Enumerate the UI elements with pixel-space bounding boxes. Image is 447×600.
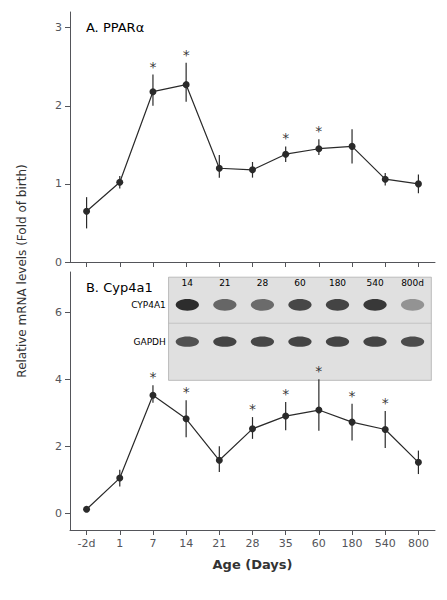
svg-text:800: 800 bbox=[408, 537, 429, 550]
svg-text:*: * bbox=[282, 130, 289, 146]
svg-text:800d: 800d bbox=[401, 278, 424, 288]
svg-text:CYP4A1: CYP4A1 bbox=[131, 300, 166, 310]
svg-text:60: 60 bbox=[312, 537, 326, 550]
svg-text:-2d: -2d bbox=[78, 537, 96, 550]
svg-text:28: 28 bbox=[246, 537, 260, 550]
svg-text:GAPDH: GAPDH bbox=[134, 337, 166, 347]
svg-text:A. PPARα: A. PPARα bbox=[86, 20, 144, 35]
svg-text:7: 7 bbox=[149, 537, 156, 550]
svg-text:60: 60 bbox=[294, 278, 306, 288]
svg-text:0: 0 bbox=[55, 256, 62, 269]
svg-text:2: 2 bbox=[55, 99, 62, 112]
svg-text:*: * bbox=[183, 384, 190, 400]
svg-text:*: * bbox=[382, 395, 389, 411]
svg-text:180: 180 bbox=[342, 537, 363, 550]
svg-text:2: 2 bbox=[55, 440, 62, 453]
svg-text:21: 21 bbox=[219, 278, 230, 288]
svg-text:14: 14 bbox=[179, 537, 193, 550]
svg-text:540: 540 bbox=[375, 537, 396, 550]
svg-text:21: 21 bbox=[212, 537, 226, 550]
svg-text:4: 4 bbox=[55, 373, 62, 386]
svg-text:*: * bbox=[315, 363, 322, 379]
svg-text:28: 28 bbox=[257, 278, 269, 288]
svg-text:*: * bbox=[349, 388, 356, 404]
svg-text:1: 1 bbox=[55, 177, 62, 190]
svg-text:0: 0 bbox=[55, 507, 62, 520]
svg-text:B. Cyp4a1: B. Cyp4a1 bbox=[86, 280, 153, 295]
svg-text:3: 3 bbox=[55, 21, 62, 34]
svg-text:*: * bbox=[149, 369, 156, 385]
svg-text:Age (Days): Age (Days) bbox=[213, 557, 293, 572]
svg-text:*: * bbox=[149, 59, 156, 75]
svg-text:180: 180 bbox=[329, 278, 346, 288]
svg-text:1: 1 bbox=[116, 537, 123, 550]
svg-text:Relative mRNA levels (Fold of: Relative mRNA levels (Fold of birth) bbox=[15, 164, 29, 377]
svg-text:*: * bbox=[282, 386, 289, 402]
svg-text:*: * bbox=[249, 401, 256, 417]
svg-text:35: 35 bbox=[279, 537, 293, 550]
svg-text:6: 6 bbox=[55, 306, 62, 319]
svg-text:*: * bbox=[315, 123, 322, 139]
svg-text:540: 540 bbox=[366, 278, 383, 288]
svg-text:14: 14 bbox=[182, 278, 194, 288]
svg-text:*: * bbox=[183, 47, 190, 63]
